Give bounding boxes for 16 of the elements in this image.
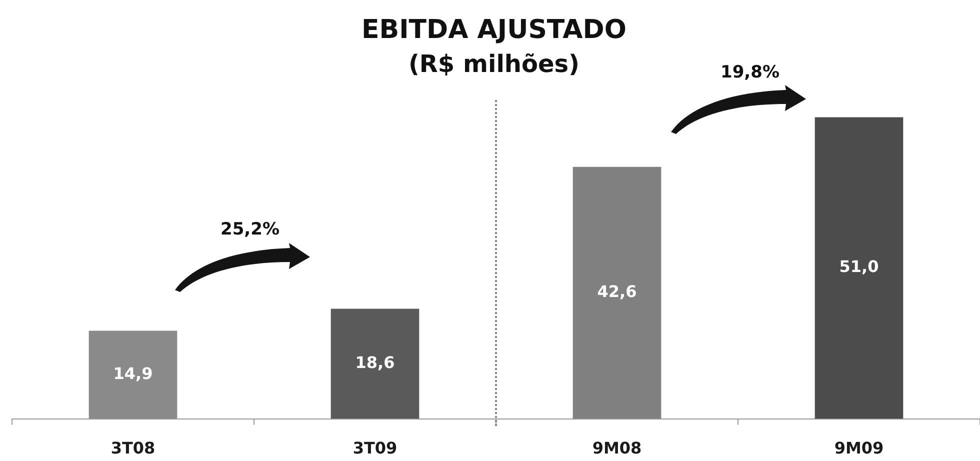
bar [330, 308, 420, 419]
text: 19,8% [720, 62, 780, 82]
data-label: 51,0 [839, 257, 879, 276]
x-tick-label: 3T08 [110, 438, 156, 458]
bar [88, 330, 178, 419]
data-label: 14,9 [113, 364, 153, 383]
chart-subtitle: (R$ milhões) [408, 49, 580, 79]
x-tick-label: 9M08 [592, 438, 642, 458]
data-label: 42,6 [597, 282, 637, 301]
data-label: 18,6 [355, 352, 395, 372]
chart-title: EBITDA AJUSTADO [362, 14, 626, 46]
bar [572, 166, 662, 419]
x-tick-label: 3T09 [352, 438, 398, 458]
x-tick-label: 9M09 [834, 438, 884, 458]
bar [814, 117, 904, 419]
annotation: 25,2% [220, 219, 280, 240]
